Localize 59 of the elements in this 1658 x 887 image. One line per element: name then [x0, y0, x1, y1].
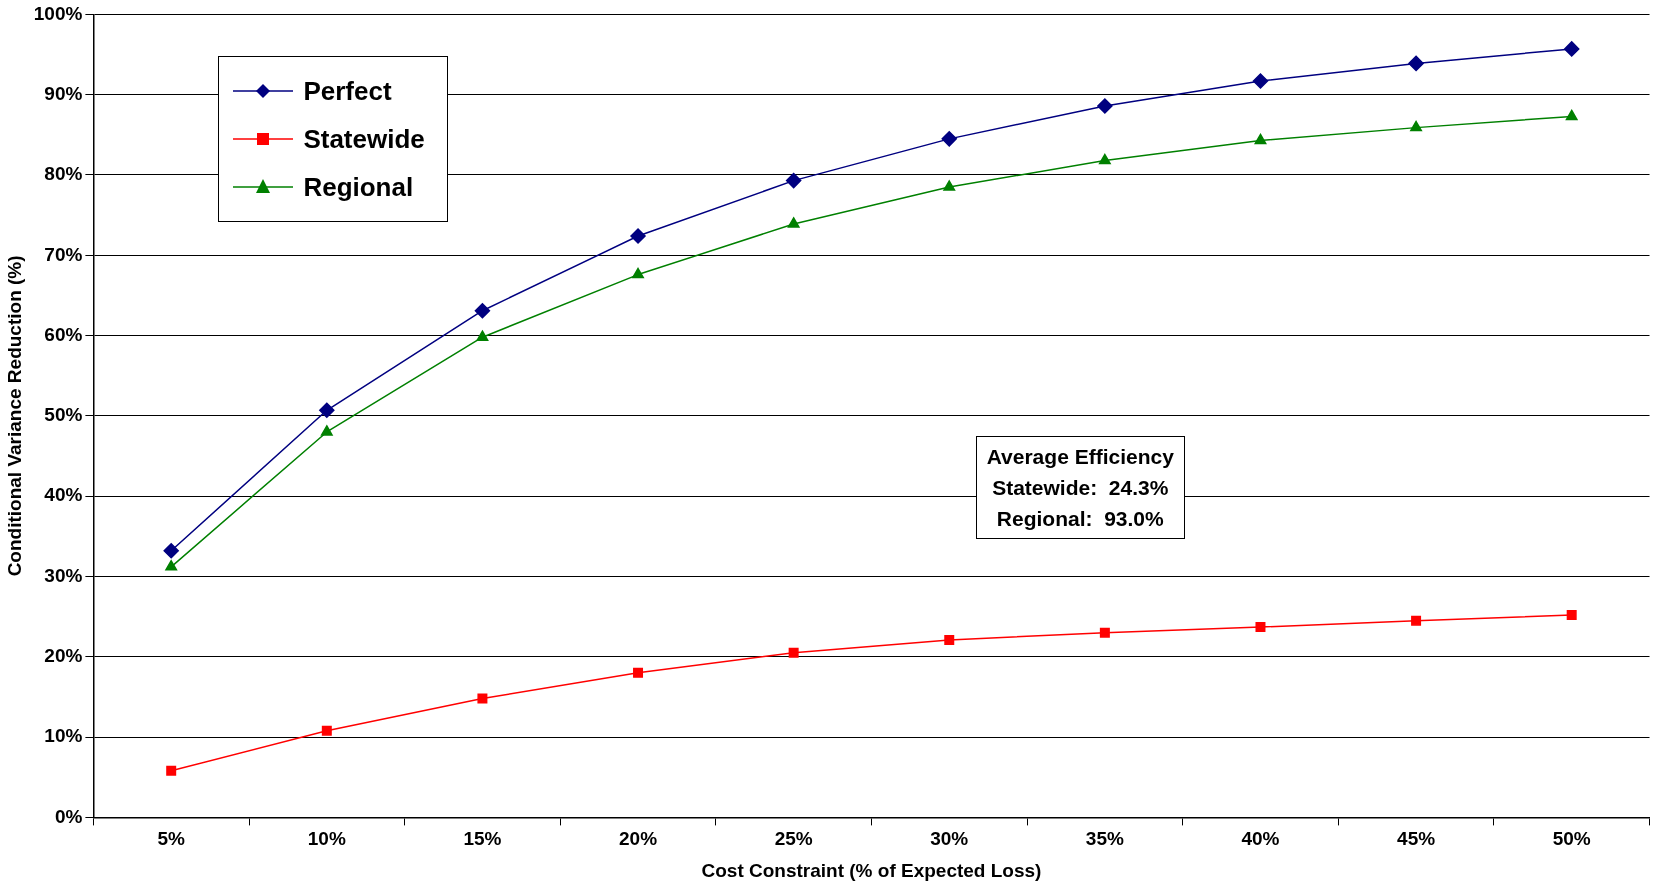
y-tick-label: 30%	[44, 564, 83, 586]
point	[633, 667, 644, 678]
point	[632, 267, 644, 279]
point	[944, 634, 955, 645]
point	[788, 647, 799, 658]
point	[166, 765, 177, 776]
legend-label: Regional	[303, 171, 414, 203]
x-tick-label: 25%	[774, 828, 813, 850]
y-tick-label: 50%	[44, 404, 83, 426]
y-tick-label: 0%	[54, 805, 83, 827]
point	[1411, 615, 1422, 626]
y-tick-label: 70%	[44, 243, 83, 265]
point	[1566, 610, 1577, 621]
point	[1098, 153, 1111, 165]
legend-label: Statewide	[303, 123, 425, 155]
point	[1255, 622, 1266, 633]
y-tick-label: 90%	[44, 82, 83, 104]
y-tick-label: 10%	[44, 725, 83, 747]
x-tick-label: 45%	[1397, 828, 1436, 850]
x-tick-label: 10%	[307, 828, 346, 850]
y-axis-title: Conditional Variance Reduction (%)	[3, 255, 25, 577]
x-tick-label: 30%	[930, 828, 969, 850]
x-axis-title: Cost Constraint (% of Expected Loss)	[701, 859, 1042, 881]
x-tick-label: 40%	[1241, 828, 1280, 850]
point	[1410, 120, 1423, 132]
x-tick-label: 5%	[157, 828, 186, 850]
point	[477, 693, 488, 704]
point	[320, 425, 333, 436]
point	[787, 217, 800, 228]
point	[319, 402, 335, 419]
annotation: Regional: 93.0%	[995, 505, 1165, 532]
y-tick-label: 20%	[44, 645, 83, 667]
point	[941, 131, 957, 147]
point	[1252, 73, 1269, 89]
point	[1254, 133, 1267, 145]
point	[165, 560, 178, 571]
point	[321, 725, 332, 736]
x-tick-label: 50%	[1552, 828, 1591, 850]
point	[1097, 98, 1113, 114]
point	[163, 543, 179, 559]
point	[630, 228, 646, 244]
point	[474, 302, 491, 319]
point	[1563, 41, 1580, 57]
point	[943, 180, 956, 191]
y-tick-label: 100%	[33, 2, 83, 24]
point	[785, 172, 802, 189]
legend-label: Perfect	[303, 75, 392, 107]
y-tick-label: 60%	[44, 323, 83, 345]
annotation: Average Efficiency	[986, 443, 1174, 470]
point	[1408, 55, 1424, 72]
x-tick-label: 15%	[463, 828, 502, 850]
point	[1099, 627, 1110, 638]
x-tick-label: 20%	[619, 828, 658, 850]
y-tick-label: 40%	[44, 484, 83, 506]
point	[1565, 109, 1578, 121]
annotation: Statewide: 24.3%	[991, 474, 1170, 501]
point	[476, 330, 489, 341]
y-tick-label: 80%	[44, 163, 83, 185]
x-tick-label: 35%	[1085, 828, 1124, 850]
